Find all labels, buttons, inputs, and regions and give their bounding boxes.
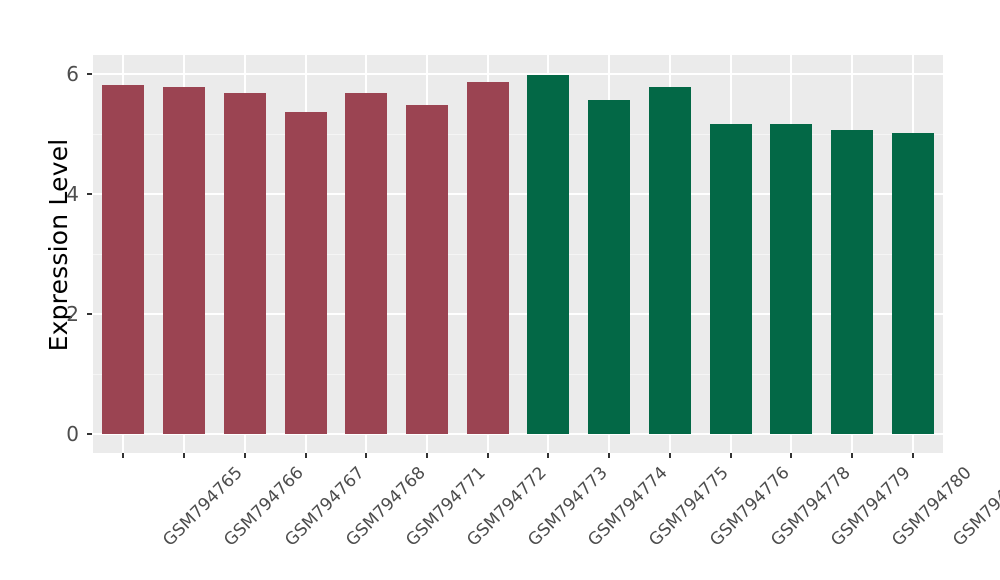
y-tick-mark <box>87 193 92 195</box>
x-tick-mark <box>668 453 671 458</box>
y-tick-label: 2 <box>66 302 79 326</box>
gridline-minor-horizontal <box>93 374 943 375</box>
x-tick-mark <box>183 453 186 458</box>
x-tick-mark <box>729 453 732 458</box>
bar <box>345 92 388 434</box>
y-tick-label: 0 <box>66 422 79 446</box>
bar <box>223 92 266 434</box>
bar <box>405 105 448 434</box>
bar <box>709 123 752 434</box>
bar <box>163 86 206 434</box>
y-tick-label: 6 <box>66 62 79 86</box>
gridline-major-horizontal <box>93 193 943 195</box>
bar <box>102 85 145 434</box>
x-tick-mark <box>486 453 489 458</box>
x-tick-mark <box>243 453 246 458</box>
x-tick-mark <box>425 453 428 458</box>
x-tick-mark <box>304 453 307 458</box>
x-tick-mark <box>911 453 914 458</box>
gridline-minor-horizontal <box>93 134 943 135</box>
bar <box>830 130 873 434</box>
gridline-minor-horizontal <box>93 254 943 255</box>
x-tick-mark <box>790 453 793 458</box>
bar <box>466 81 509 434</box>
x-tick-mark <box>122 453 125 458</box>
bar <box>284 112 327 434</box>
x-tick-mark <box>365 453 368 458</box>
gridline-major-horizontal <box>93 313 943 315</box>
bar <box>648 87 691 434</box>
y-tick-mark <box>87 433 92 435</box>
y-tick-mark <box>87 313 92 315</box>
x-tick-mark <box>608 453 611 458</box>
bar <box>588 100 631 434</box>
y-tick-label: 4 <box>66 182 79 206</box>
bar <box>770 124 813 434</box>
x-tick-mark <box>547 453 550 458</box>
gridline-major-horizontal <box>93 73 943 75</box>
x-tick-mark <box>850 453 853 458</box>
y-tick-mark <box>87 73 92 75</box>
bar <box>891 132 934 434</box>
plot-panel <box>93 55 943 453</box>
bar <box>527 75 570 434</box>
gridline-major-horizontal <box>93 433 943 435</box>
